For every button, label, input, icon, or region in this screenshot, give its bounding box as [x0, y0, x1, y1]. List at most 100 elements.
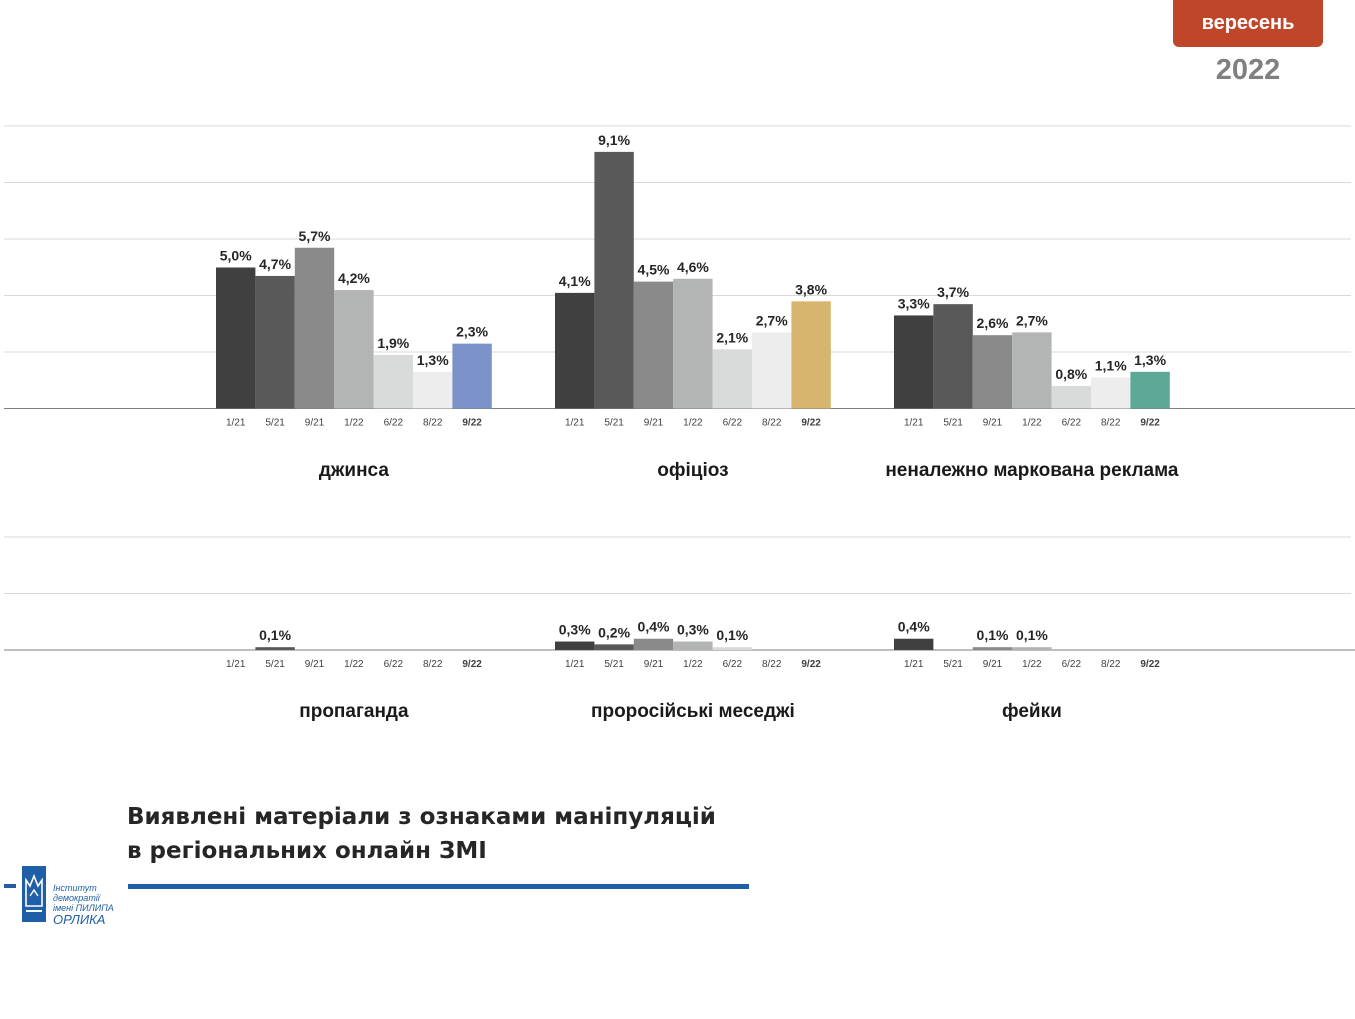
bar: [894, 315, 934, 409]
institute-logo: Інститут демократії імені ПИЛИПА ОРЛИКА: [22, 866, 122, 927]
data-label: 4,2%: [338, 270, 370, 286]
x-tick-label: 5/21: [943, 418, 963, 429]
data-label: 0,4%: [638, 619, 670, 635]
chart-category-title: пропаганда: [299, 701, 409, 722]
chart-category-title: фейки: [1002, 701, 1062, 722]
month-badge: вересень: [1173, 0, 1323, 47]
x-tick-label: 9/21: [983, 418, 1003, 429]
chart-category-title: неналежно маркована реклама: [885, 460, 1179, 481]
x-tick-label: 1/22: [1022, 418, 1042, 429]
logo-text: Інститут демократії імені ПИЛИПА ОРЛИКА: [53, 883, 122, 927]
data-label: 4,5%: [638, 262, 670, 278]
data-label: 2,7%: [1016, 312, 1048, 328]
data-label: 0,1%: [259, 627, 291, 643]
x-tick-label: 1/22: [344, 659, 364, 670]
bar: [555, 641, 595, 650]
month-label: вересень: [1201, 12, 1295, 34]
data-label: 4,1%: [559, 273, 591, 289]
bar: [594, 644, 634, 650]
data-label: 1,3%: [417, 352, 449, 368]
x-tick-label: 8/22: [423, 418, 443, 429]
x-tick-label: 1/21: [226, 659, 246, 670]
bar: [712, 349, 752, 409]
bar: [294, 247, 335, 409]
bar: [255, 647, 295, 650]
bar: [933, 304, 973, 409]
x-tick-label: 1/21: [904, 418, 924, 429]
x-tick-label: 5/21: [943, 659, 963, 670]
x-tick-label: 6/22: [723, 418, 743, 429]
data-label: 2,3%: [456, 324, 488, 340]
data-label: 3,8%: [795, 281, 827, 297]
bar: [216, 267, 256, 409]
bar: [255, 275, 295, 409]
bar: [712, 647, 752, 650]
x-tick-label: 6/22: [384, 659, 404, 670]
data-label: 5,0%: [220, 248, 252, 264]
x-tick-label: 8/22: [1101, 418, 1121, 429]
bar: [1051, 385, 1091, 409]
data-label: 0,1%: [716, 627, 748, 643]
data-label: 9,1%: [598, 132, 630, 148]
year-label: 2022: [1215, 54, 1281, 86]
x-tick-label: 9/21: [305, 418, 325, 429]
chart-category-title: джинса: [319, 460, 389, 481]
bar: [594, 151, 634, 409]
logo-line-3: ОРЛИКА: [53, 912, 106, 927]
bar: [972, 335, 1013, 409]
x-tick-label: 9/21: [644, 418, 664, 429]
x-tick-label: 9/22: [1140, 659, 1160, 670]
x-tick-label: 9/22: [801, 659, 821, 670]
bar: [1012, 332, 1052, 409]
x-tick-label: 9/22: [801, 418, 821, 429]
logo-line-2: імені ПИЛИПА: [53, 903, 114, 913]
bar: [972, 647, 1013, 650]
title-line-1: Виявлені матеріали з ознаками маніпуляці…: [127, 804, 716, 830]
title-line-2: в регіональних онлайн ЗМІ: [127, 838, 487, 864]
bar: [673, 278, 713, 409]
x-tick-label: 6/22: [1062, 418, 1082, 429]
accent-rule: [128, 884, 749, 889]
data-label: 0,2%: [598, 624, 630, 640]
chart-category-title: офіціоз: [657, 460, 728, 481]
data-label: 2,1%: [716, 329, 748, 345]
data-label: 1,3%: [1134, 352, 1166, 368]
x-tick-label: 1/21: [904, 659, 924, 670]
logo-mark-icon: [22, 866, 46, 922]
x-tick-label: 1/22: [344, 418, 364, 429]
accent-rule-short: [4, 884, 16, 888]
x-tick-label: 5/21: [265, 659, 285, 670]
bar: [413, 371, 453, 409]
x-tick-label: 9/21: [644, 659, 664, 670]
x-tick-label: 1/22: [683, 659, 703, 670]
data-label: 4,6%: [677, 259, 709, 275]
logo-line-1: Інститут демократії: [53, 883, 100, 903]
data-label: 1,1%: [1095, 357, 1127, 373]
bar: [334, 290, 374, 409]
x-tick-label: 1/22: [683, 418, 703, 429]
data-label: 0,3%: [677, 622, 709, 638]
x-tick-label: 5/21: [265, 418, 285, 429]
x-tick-label: 6/22: [723, 659, 743, 670]
bar: [373, 354, 413, 409]
x-tick-label: 8/22: [762, 659, 782, 670]
bar: [555, 292, 595, 409]
data-label: 0,1%: [977, 627, 1009, 643]
bar: [1012, 647, 1052, 650]
x-tick-label: 6/22: [1062, 659, 1082, 670]
x-tick-label: 8/22: [1101, 659, 1121, 670]
bar: [633, 638, 674, 650]
x-tick-label: 1/21: [565, 418, 585, 429]
x-tick-label: 1/21: [226, 418, 246, 429]
bar: [633, 281, 674, 409]
bar: [452, 343, 492, 409]
bar: [791, 301, 831, 409]
bar: [752, 332, 792, 409]
data-label: 2,6%: [977, 315, 1009, 331]
x-tick-label: 9/22: [462, 659, 482, 670]
x-tick-label: 1/22: [1022, 659, 1042, 670]
chart-category-title: проросійські меседжі: [591, 701, 795, 722]
data-label: 0,8%: [1055, 366, 1087, 382]
data-label: 4,7%: [259, 256, 291, 272]
x-tick-label: 8/22: [762, 418, 782, 429]
